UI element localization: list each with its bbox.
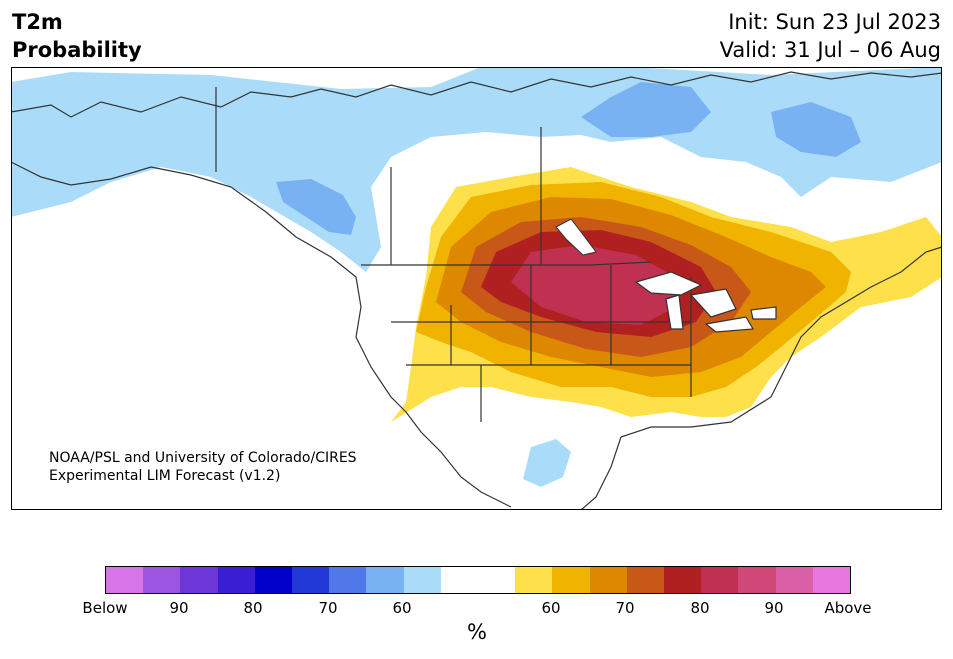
tick-label: 80: [243, 599, 263, 617]
colorbar-swatch: [366, 567, 404, 593]
great-lakes: [634, 271, 777, 333]
tick-label: 80: [690, 599, 710, 617]
tick-label: 60: [541, 599, 561, 617]
colorbar-swatch: [664, 567, 702, 593]
colorbar-swatch: [106, 567, 144, 593]
colorbar-swatch: [775, 567, 813, 593]
colorbar-unit: %: [467, 620, 487, 644]
init-date: Init: Sun 23 Jul 2023: [728, 10, 941, 34]
credit-line-2: Experimental LIM Forecast (v1.2): [49, 468, 281, 484]
boundary-lines: [11, 71, 942, 510]
title-line-1: T2m: [12, 10, 63, 34]
tick-label: 90: [764, 599, 784, 617]
credit-text: NOAA/PSL and University of Colorado/CIRE…: [49, 449, 357, 485]
colorbar-swatch: [738, 567, 776, 593]
below-70-region-bc: [276, 179, 356, 235]
tick-label: 60: [392, 599, 412, 617]
colorbar: [105, 566, 851, 594]
colorbar-ticks: Below 90 80 70 60 60 70 80 90 Above: [0, 599, 953, 619]
title-line-2: Probability: [12, 38, 142, 62]
tick-label: 70: [318, 599, 338, 617]
colorbar-swatch: [552, 567, 590, 593]
colorbar-swatch: [515, 567, 553, 593]
colorbar-swatch: [217, 567, 255, 593]
colorbar-swatch: [143, 567, 181, 593]
valid-dates: Valid: 31 Jul – 06 Aug: [719, 38, 941, 62]
tick-label: 90: [169, 599, 189, 617]
credit-line-1: NOAA/PSL and University of Colorado/CIRE…: [49, 450, 357, 466]
tick-label: Above: [824, 599, 872, 617]
forecast-dates: Init: Sun 23 Jul 2023 Valid: 31 Jul – 06…: [720, 8, 941, 64]
below-60-region-mexico: [523, 439, 571, 487]
colorbar-swatch: [812, 567, 851, 593]
colorbar-swatch: [626, 567, 665, 593]
tick-label: 70: [615, 599, 635, 617]
colorbar-swatch: [329, 567, 367, 593]
colorbar-swatch: [403, 567, 441, 593]
colorbar-swatch: [180, 567, 218, 593]
colorbar-swatch: [440, 567, 479, 593]
colorbar-swatch: [254, 567, 293, 593]
below-60-region-canada: [11, 67, 942, 272]
lake-winnipeg: [555, 218, 597, 256]
colorbar-swatch: [589, 567, 627, 593]
tick-label: Below: [82, 599, 128, 617]
colorbar-swatch: [701, 567, 739, 593]
colorbar-swatch: [478, 567, 516, 593]
probability-map: [11, 67, 942, 510]
below-70-region-northeast: [771, 102, 861, 157]
below-70-region-north: [581, 82, 711, 137]
map-title: T2m Probability: [12, 8, 142, 64]
colorbar-swatch: [292, 567, 330, 593]
